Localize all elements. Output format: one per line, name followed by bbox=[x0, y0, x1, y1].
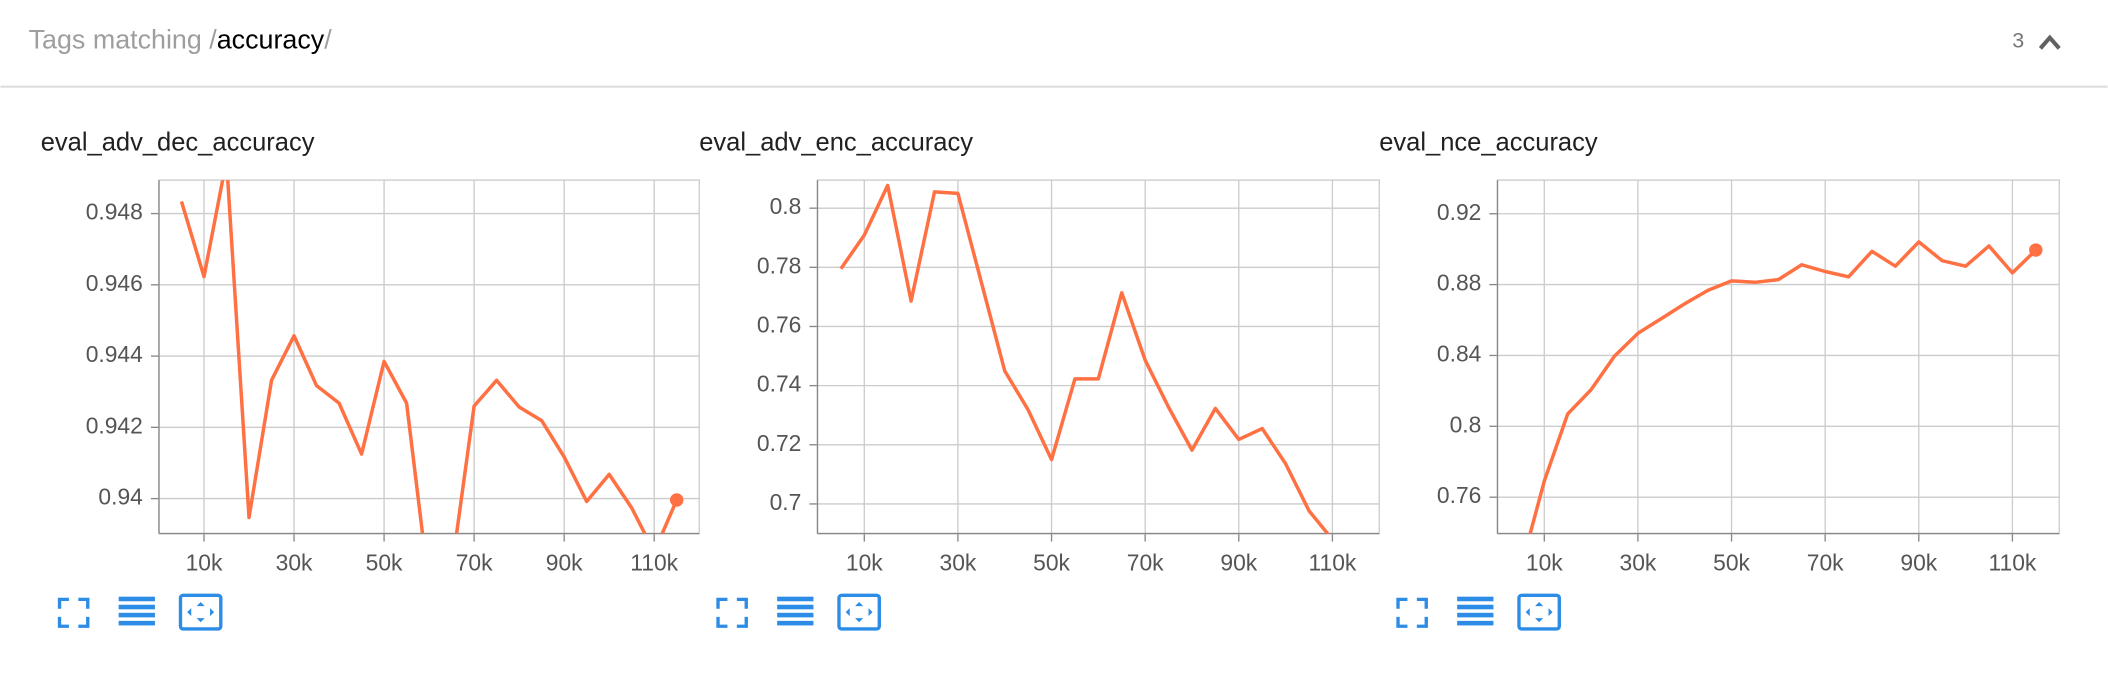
y-tick-label: 0.942 bbox=[86, 412, 143, 438]
y-tick-label: 0.7 bbox=[770, 489, 802, 515]
y-tick-label: 0.948 bbox=[86, 199, 143, 225]
x-tick-label: 70k bbox=[1127, 549, 1164, 575]
log-scale-button-bar bbox=[1457, 596, 1494, 602]
x-tick-label: 30k bbox=[1620, 549, 1657, 575]
fit-domain-arrows bbox=[845, 602, 873, 623]
x-tick-label: 50k bbox=[1713, 549, 1750, 575]
x-tick-label: 30k bbox=[276, 549, 313, 575]
collapse-chevron[interactable] bbox=[2038, 34, 2061, 50]
x-tick-label: 90k bbox=[1220, 549, 1257, 575]
x-tick-label: 110k bbox=[1308, 549, 1356, 575]
fit-domain-button[interactable] bbox=[1517, 593, 1561, 631]
last-point bbox=[2029, 243, 2043, 257]
log-scale-button-bar bbox=[777, 596, 814, 602]
x-tick-label: 10k bbox=[186, 549, 223, 575]
x-tick-label: 50k bbox=[1033, 549, 1070, 575]
fit-domain-arrows bbox=[187, 602, 215, 623]
y-tick-label: 0.72 bbox=[757, 430, 801, 456]
log-scale-button-bar bbox=[1457, 620, 1494, 626]
header-title: Tags matching /accuracy/ bbox=[29, 25, 333, 55]
log-scale-button-bar bbox=[777, 604, 814, 610]
log-scale-button-bar bbox=[1457, 604, 1494, 610]
x-tick-label: 70k bbox=[456, 549, 493, 575]
data-line bbox=[179, 180, 679, 534]
log-scale-button-bar bbox=[118, 604, 155, 610]
chart-toolbar bbox=[716, 593, 881, 631]
chart-title: eval_adv_dec_accuracy bbox=[41, 129, 315, 157]
log-scale-button-bar bbox=[118, 620, 155, 626]
y-tick-label: 0.944 bbox=[86, 341, 143, 367]
match-count: 3 bbox=[2012, 28, 2024, 52]
y-tick-label: 0.78 bbox=[757, 252, 801, 278]
log-scale-button-bar bbox=[777, 612, 814, 618]
fullscreen-button[interactable] bbox=[1396, 597, 1428, 628]
chart-toolbar bbox=[1396, 593, 1561, 631]
y-tick-label: 0.8 bbox=[770, 193, 802, 219]
plot-frame bbox=[1496, 179, 2060, 535]
log-scale-button-bar bbox=[1457, 612, 1494, 618]
header-prefix: Tags matching / bbox=[29, 25, 218, 55]
chart-toolbar bbox=[57, 593, 223, 631]
chart-title: eval_nce_accuracy bbox=[1379, 129, 1598, 157]
y-tick-label: 0.8 bbox=[1450, 411, 1482, 437]
data-line bbox=[839, 183, 1330, 534]
fit-domain-button[interactable] bbox=[837, 593, 881, 631]
log-scale-button-bar bbox=[118, 612, 155, 618]
y-tick-label: 0.92 bbox=[1437, 199, 1481, 225]
fullscreen-button[interactable] bbox=[716, 597, 748, 628]
y-tick-label: 0.84 bbox=[1437, 341, 1482, 367]
last-point bbox=[669, 493, 684, 507]
y-tick-label: 0.88 bbox=[1437, 270, 1481, 296]
y-tick-label: 0.946 bbox=[86, 270, 143, 296]
header-suffix: / bbox=[324, 25, 332, 55]
x-tick-label: 90k bbox=[546, 549, 583, 575]
log-scale-button-bar bbox=[777, 620, 814, 626]
fit-domain-arrows bbox=[1525, 602, 1553, 623]
y-tick-label: 0.74 bbox=[757, 371, 802, 397]
fullscreen-button[interactable] bbox=[57, 597, 90, 628]
chart-title: eval_adv_enc_accuracy bbox=[699, 129, 973, 157]
y-tick-label: 0.76 bbox=[757, 312, 801, 338]
y-tick-label: 0.76 bbox=[1437, 482, 1481, 508]
x-tick-label: 10k bbox=[846, 549, 883, 575]
fit-domain-button[interactable] bbox=[178, 593, 223, 631]
x-tick-label: 90k bbox=[1900, 549, 1937, 575]
x-tick-label: 110k bbox=[630, 549, 678, 575]
x-tick-label: 50k bbox=[366, 549, 403, 575]
log-scale-button-bar bbox=[118, 596, 155, 602]
header-pattern: accuracy bbox=[217, 25, 325, 55]
data-line bbox=[1528, 240, 2038, 534]
x-tick-label: 70k bbox=[1807, 549, 1844, 575]
x-tick-label: 10k bbox=[1526, 549, 1563, 575]
x-tick-label: 30k bbox=[940, 549, 977, 575]
y-tick-label: 0.94 bbox=[98, 484, 143, 510]
x-tick-label: 110k bbox=[1988, 549, 2036, 575]
